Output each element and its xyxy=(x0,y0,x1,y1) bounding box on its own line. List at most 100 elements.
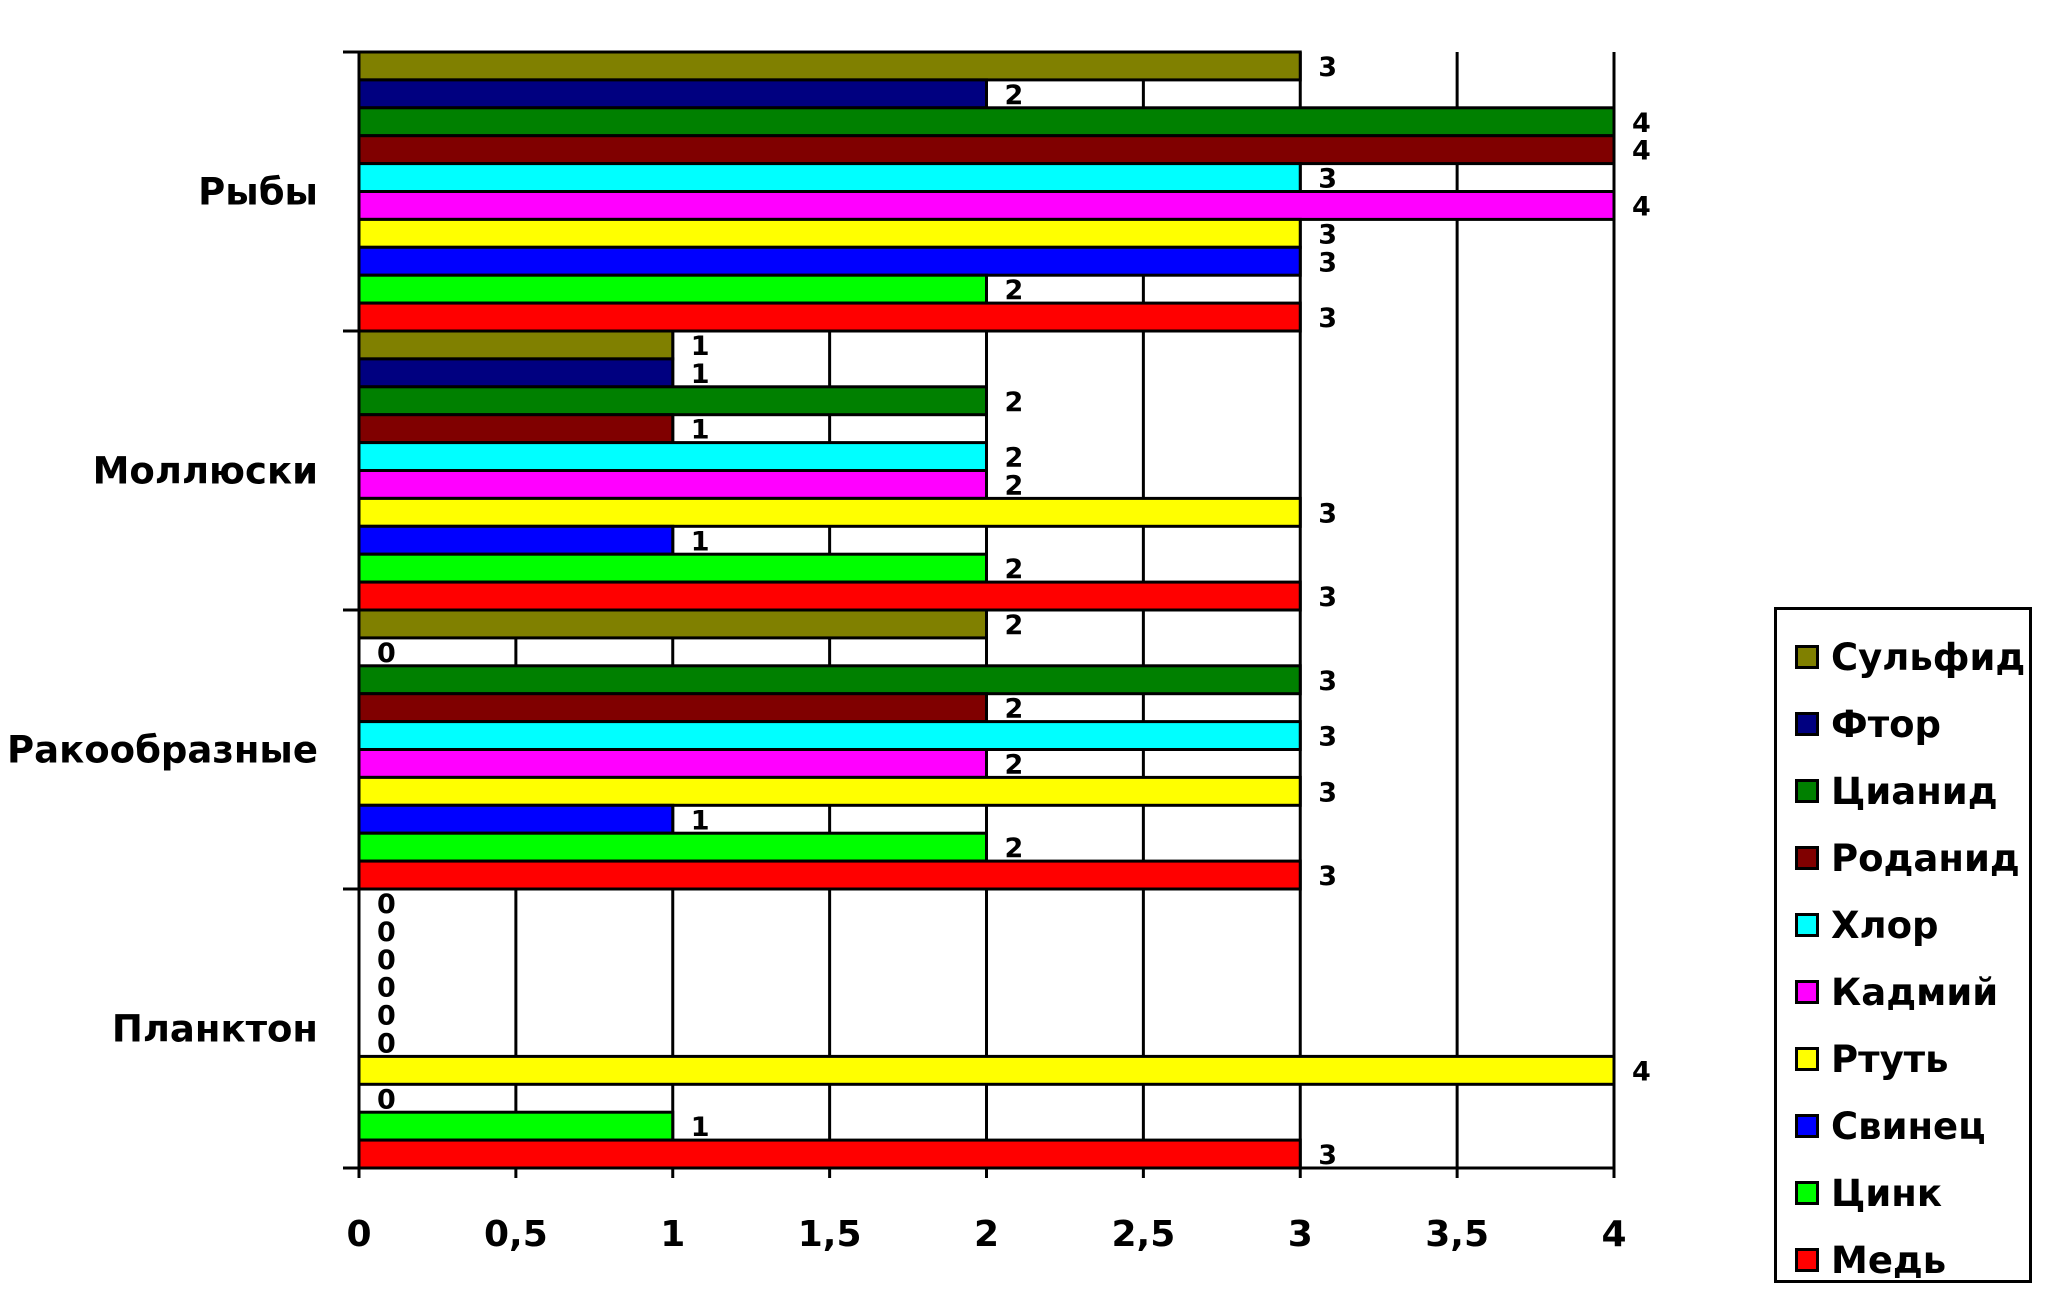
legend-label: Свинец xyxy=(1831,1104,1986,1148)
data-label: 3 xyxy=(1318,1140,1337,1171)
legend: Сульфид Фтор Цианид Роданид Хлор Кадмий Ртуть С… xyxy=(1774,607,2032,1283)
x-tick-label: 4 xyxy=(1601,1214,1626,1255)
data-label: 1 xyxy=(691,359,710,390)
bar xyxy=(357,496,1302,528)
legend-label: Цинк xyxy=(1831,1171,1942,1215)
bar xyxy=(357,357,675,389)
legend-item: Свинец xyxy=(1795,1104,1986,1148)
bar xyxy=(357,441,988,473)
x-tick-label: 1,5 xyxy=(798,1214,862,1255)
data-label: 4 xyxy=(1632,108,1651,139)
legend-item: Медь xyxy=(1795,1238,1947,1282)
legend-swatch xyxy=(1795,1181,1819,1205)
bar xyxy=(357,273,988,305)
x-tick-label: 1 xyxy=(660,1214,685,1255)
bar xyxy=(357,692,988,724)
category-label: Моллюски xyxy=(93,450,318,493)
legend-item: Роданид xyxy=(1795,837,2020,880)
data-label: 0 xyxy=(377,945,396,976)
data-label: 3 xyxy=(1318,498,1337,529)
category-label: Рыбы xyxy=(198,171,318,214)
legend-swatch xyxy=(1795,1047,1819,1071)
legend-swatch xyxy=(1795,712,1819,736)
bar xyxy=(357,580,1302,612)
data-label: 1 xyxy=(691,805,710,836)
data-label: 3 xyxy=(1318,219,1337,250)
legend-item: Цинк xyxy=(1795,1171,1942,1215)
legend-label: Хлор xyxy=(1831,903,1939,947)
data-label: 0 xyxy=(377,889,396,920)
bar xyxy=(357,385,988,417)
legend-item: Хлор xyxy=(1795,903,1939,947)
bar xyxy=(357,190,1616,221)
bar xyxy=(357,552,988,584)
legend-swatch xyxy=(1795,913,1819,937)
legend-swatch xyxy=(1795,846,1819,870)
x-tick-label: 2 xyxy=(974,1214,999,1255)
legend-label: Кадмий xyxy=(1831,970,1999,1014)
bar xyxy=(357,1054,1616,1086)
legend-swatch xyxy=(1795,1114,1819,1138)
data-label: 1 xyxy=(691,526,710,557)
bar xyxy=(357,301,1302,333)
bar xyxy=(357,106,1616,138)
data-label: 2 xyxy=(1005,749,1024,780)
data-label: 1 xyxy=(691,1112,710,1143)
legend-label: Ртуть xyxy=(1831,1037,1949,1081)
data-label: 3 xyxy=(1318,722,1337,753)
bar xyxy=(357,1138,1302,1170)
legend-item: Цианид xyxy=(1795,769,1998,813)
data-label: 0 xyxy=(377,917,396,948)
data-label: 2 xyxy=(1005,275,1024,306)
bar xyxy=(357,78,988,110)
data-label: 0 xyxy=(377,1001,396,1032)
bar xyxy=(357,831,988,863)
data-label: 2 xyxy=(1005,387,1024,418)
bar xyxy=(357,803,675,835)
x-tick-label: 2,5 xyxy=(1111,1214,1175,1255)
data-label: 3 xyxy=(1318,777,1337,808)
data-label: 1 xyxy=(691,331,710,362)
data-label: 3 xyxy=(1318,666,1337,697)
legend-swatch xyxy=(1795,1248,1819,1272)
data-label: 2 xyxy=(1005,470,1024,501)
data-label: 3 xyxy=(1318,247,1337,278)
legend-item: Сульфид xyxy=(1795,636,2025,679)
bar xyxy=(357,469,988,500)
bar xyxy=(357,245,1302,277)
legend-item: Ртуть xyxy=(1795,1037,1949,1081)
bar xyxy=(357,524,675,556)
legend-label: Цианид xyxy=(1831,769,1998,813)
category-label: Планктон xyxy=(112,1008,318,1051)
bars xyxy=(357,50,1616,1170)
bar xyxy=(357,1110,675,1142)
data-label: 2 xyxy=(1005,610,1024,641)
bar xyxy=(357,162,1302,194)
data-label: 3 xyxy=(1318,52,1337,83)
tick-labels: 0 0,5 1 1,5 2 2,5 3 3,5 4 xyxy=(346,1214,1626,1255)
data-label: 4 xyxy=(1632,1056,1651,1087)
data-label: 4 xyxy=(1632,136,1651,167)
x-tick-label: 3 xyxy=(1288,1214,1313,1255)
data-label: 3 xyxy=(1318,164,1337,195)
data-label: 3 xyxy=(1318,861,1337,892)
data-label: 0 xyxy=(377,1084,396,1115)
legend-label: Медь xyxy=(1831,1238,1947,1282)
bar xyxy=(357,748,988,779)
category-labels: Рыбы Моллюски Ракообразные Планктон xyxy=(7,171,318,1051)
x-tick-label: 0,5 xyxy=(484,1214,548,1255)
legend-item: Фтор xyxy=(1795,703,1941,746)
data-label: 3 xyxy=(1318,303,1337,334)
bar xyxy=(357,413,675,445)
data-label: 2 xyxy=(1005,443,1024,474)
data-label: 2 xyxy=(1005,554,1024,585)
bar xyxy=(357,859,1302,891)
legend-swatch xyxy=(1795,645,1819,669)
bar xyxy=(357,134,1616,166)
data-label: 0 xyxy=(377,1028,396,1059)
data-label: 3 xyxy=(1318,582,1337,613)
data-label: 4 xyxy=(1632,191,1651,222)
bar xyxy=(357,329,675,361)
bar xyxy=(357,775,1302,807)
